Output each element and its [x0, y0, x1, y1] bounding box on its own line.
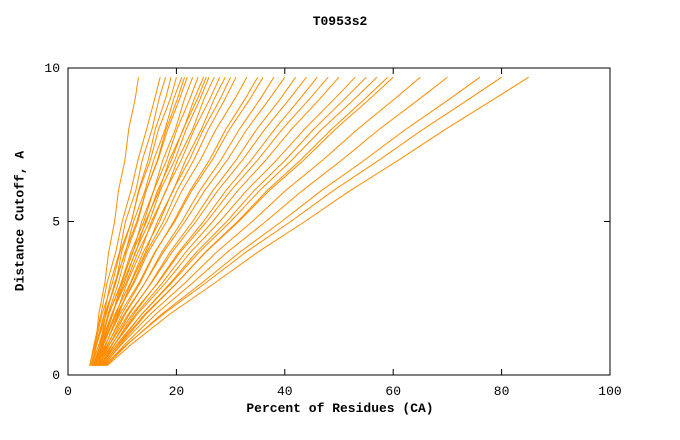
x-tick-label: 100 [598, 384, 621, 399]
model-curve [93, 76, 248, 366]
x-tick-label: 40 [277, 384, 293, 399]
model-curve [100, 76, 378, 367]
model-curve [92, 77, 221, 366]
model-curve [97, 76, 259, 366]
model-curve [96, 76, 307, 367]
model-curve [101, 76, 394, 367]
chart-title: T0953s2 [312, 14, 368, 29]
model-curve [90, 77, 188, 366]
y-tick-label: 5 [52, 215, 60, 230]
model-curve [89, 77, 161, 366]
model-curve [103, 76, 502, 367]
model-curve [94, 76, 264, 367]
model-curve [95, 77, 204, 366]
model-curve [104, 76, 448, 367]
x-tick-label: 80 [494, 384, 510, 399]
model-curve [100, 76, 297, 367]
model-curve [94, 77, 210, 366]
model-curve [91, 77, 183, 366]
model-curve [96, 76, 237, 366]
model-curve [97, 76, 329, 367]
model-curve [103, 76, 389, 367]
model-curve [95, 76, 286, 367]
model-curve [98, 76, 275, 367]
x-tick-label: 0 [64, 384, 72, 399]
model-curve [100, 76, 340, 367]
model-curve [91, 77, 207, 366]
model-curve [91, 77, 139, 366]
model-curve [101, 76, 318, 367]
model-curve [91, 77, 167, 366]
model-curve [99, 76, 356, 367]
x-axis-label: Percent of Residues (CA) [246, 401, 434, 416]
model-curve [106, 76, 529, 367]
model-curve [89, 77, 177, 366]
x-tick-label: 60 [385, 384, 401, 399]
x-tick-label: 20 [169, 384, 185, 399]
model-curve [105, 76, 481, 367]
y-tick-label: 0 [52, 368, 60, 383]
y-tick-label: 10 [44, 61, 60, 76]
model-curve [102, 76, 421, 367]
model-curve [94, 76, 232, 366]
model-curve [93, 77, 199, 366]
